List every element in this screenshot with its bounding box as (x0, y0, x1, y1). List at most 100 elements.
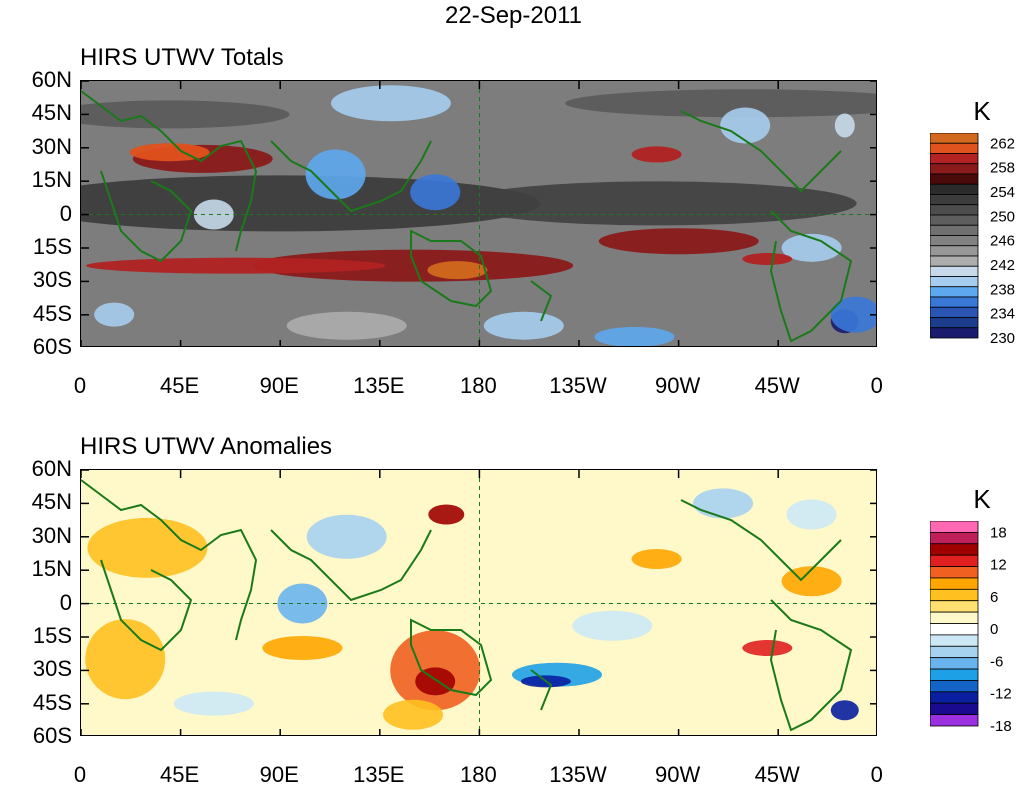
colorbar-swatch (930, 286, 979, 298)
lat-label-15s: 15S (32, 234, 72, 259)
colorbar-swatch (930, 714, 979, 727)
colorbar-swatch (930, 543, 979, 556)
colorbar-label: -18 (990, 718, 1012, 731)
lon-label-5: 135W (549, 762, 607, 787)
colorbar-label: 234 (990, 306, 1015, 323)
field-region (415, 667, 456, 696)
lat-label-15n: 15N (31, 167, 72, 193)
lon-label-6: 90W (654, 762, 701, 787)
lon-label-2: 90E (259, 762, 299, 787)
lat-label-30n: 30N (31, 133, 72, 159)
lon-label-8: 0 (870, 373, 883, 398)
colorbar-swatch (930, 657, 979, 670)
colorbar-swatch (930, 235, 979, 247)
lat-label-45s: 45S (32, 300, 72, 326)
anomalies-colorbar: 18 12 6 0 -6 -12 -18 (930, 521, 1012, 731)
field-region (277, 583, 328, 624)
colorbar-label: 246 (990, 233, 1015, 250)
figure-date-title: 22-Sep-2011 (445, 2, 582, 29)
colorbar-swatch (930, 554, 979, 567)
colorbar-swatch (930, 255, 979, 267)
field-region (830, 700, 859, 721)
lon-label-4: 180 (460, 762, 497, 787)
panel-anomalies-title: HIRS UTWV Anomalies (80, 433, 333, 460)
colorbar-label: -12 (990, 686, 1012, 703)
colorbar-swatch (930, 183, 979, 195)
totals-colorbar: 262 258 254 250 246 242 238 234 230 (930, 133, 1015, 343)
field-region (383, 699, 444, 730)
coastlines (81, 479, 853, 732)
colorbar-label: 238 (990, 281, 1015, 298)
field-region (129, 143, 210, 162)
colorbar-label: 12 (990, 557, 1007, 574)
field-region (598, 228, 759, 255)
anomalies-colorbar-unit: K (973, 484, 991, 514)
colorbar-swatch (930, 566, 979, 579)
colorbar-swatch (930, 521, 979, 533)
field-region (173, 691, 254, 716)
totals-field-svg (81, 81, 876, 346)
anomalies-field-svg (81, 470, 876, 735)
field-region (286, 311, 407, 340)
lat-label-60s: 60S (32, 723, 72, 749)
field-region (427, 261, 488, 280)
lat-label-60n: 60N (31, 456, 72, 481)
totals-map (80, 80, 877, 347)
colorbar-label: 230 (990, 330, 1015, 343)
colorbar-swatch (930, 588, 979, 602)
field-region (631, 146, 682, 163)
field-region (253, 249, 574, 282)
field-region (306, 514, 387, 559)
lat-label-30s: 30S (32, 656, 72, 682)
field-region (85, 257, 386, 274)
field-region (94, 302, 135, 327)
lon-label-1: 45E (160, 373, 200, 398)
colorbar-swatch (930, 668, 979, 681)
field-region (572, 610, 653, 641)
lon-label-8: 0 (870, 762, 883, 787)
colorbar-swatch (930, 634, 979, 647)
colorbar-swatch (930, 600, 979, 613)
field-region (594, 326, 675, 346)
field-region (87, 517, 208, 578)
field-region (565, 89, 876, 118)
colorbar-swatch (930, 327, 979, 339)
colorbar-swatch (930, 133, 979, 144)
lon-label-3: 135E (353, 762, 405, 787)
lat-label-15n: 15N (31, 556, 72, 582)
colorbar-swatch (930, 611, 979, 624)
colorbar-swatch (930, 317, 979, 329)
colorbar-swatch (930, 142, 979, 154)
colorbar-swatch (930, 214, 979, 226)
field-region (85, 619, 166, 700)
lat-label-0: 0 (59, 200, 72, 226)
colorbar-label: 18 (990, 524, 1007, 541)
colorbar-swatch (930, 645, 979, 659)
lat-label-30s: 30S (32, 267, 72, 293)
lat-label-15s: 15S (32, 623, 72, 648)
coastlines (81, 90, 853, 343)
lon-label-1: 45E (160, 762, 200, 787)
lat-label-45n: 45N (31, 100, 72, 126)
colorbar-swatch (930, 224, 979, 236)
lat-label-60n: 60N (31, 67, 72, 92)
lon-label-6: 90W (654, 373, 701, 398)
lon-label-7: 45W (754, 373, 800, 398)
lon-label-3: 135E (353, 373, 405, 398)
field-region (305, 149, 366, 200)
field-region (428, 504, 465, 525)
colorbar-swatch (930, 577, 979, 590)
lat-label-60s: 60S (32, 334, 72, 360)
lon-label-7: 45W (754, 762, 800, 787)
lat-label-30n: 30N (31, 522, 72, 548)
field-region (483, 311, 564, 340)
colorbar-swatch (930, 306, 979, 318)
field-region (830, 296, 876, 333)
colorbar-label: 258 (990, 160, 1015, 177)
field-region (720, 107, 771, 144)
colorbar-swatch (930, 691, 979, 704)
lat-label-45n: 45N (31, 489, 72, 515)
colorbar-label: 6 (990, 589, 998, 606)
lon-label-0: 0 (73, 373, 87, 398)
field-region (742, 253, 793, 265)
